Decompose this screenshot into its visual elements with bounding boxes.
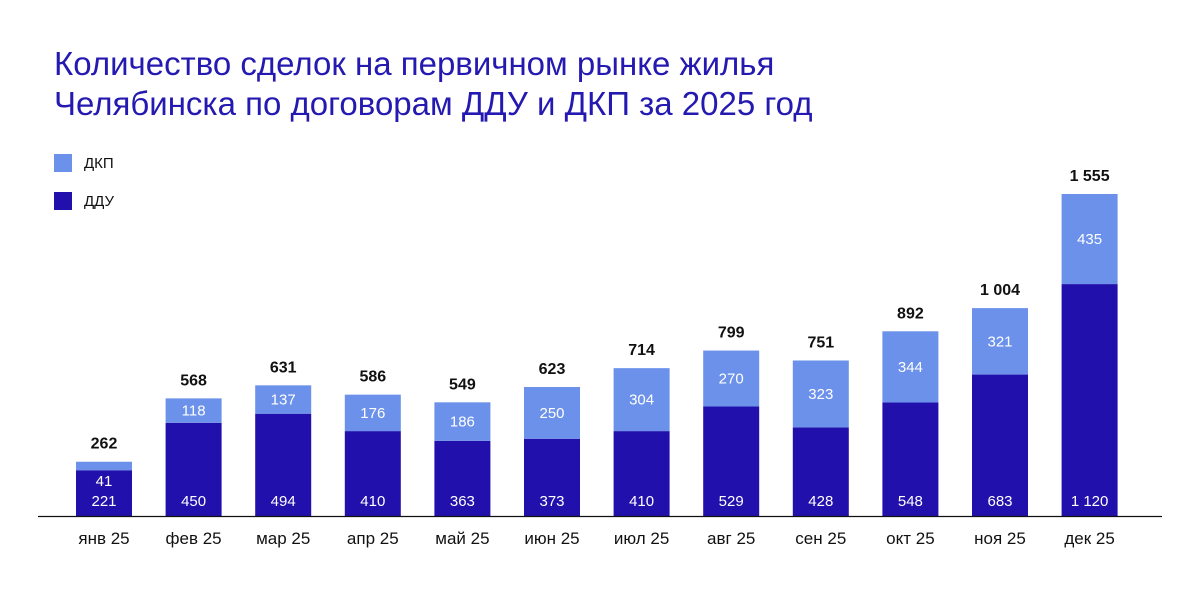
bar-ddu-4 [434,440,491,516]
legend-item-ddu: ДДУ [54,190,114,212]
label-ddu-2: 494 [271,493,296,510]
bar-dkp-11 [1061,194,1118,285]
x-tick-label-10: ноя 25 [974,529,1026,548]
bar-ddu-7 [703,406,760,516]
label-dkp-11: 435 [1077,231,1102,248]
legend-swatch-ddu [54,192,72,210]
label-ddu-6: 410 [629,493,654,510]
bar-ddu-5 [524,438,580,516]
x-tick-label-2: мар 25 [256,529,310,548]
label-dkp-6: 304 [629,392,654,409]
label-dkp-4: 186 [450,414,475,431]
x-tick-label-0: янв 25 [78,529,129,548]
label-ddu-11: 1 120 [1071,493,1109,510]
bar-dkp-7 [703,350,760,407]
label-total-0: 262 [91,436,118,453]
bar-dkp-5 [524,386,580,439]
label-ddu-1: 450 [181,493,206,510]
label-ddu-10: 683 [987,493,1012,510]
bar-ddu-2 [255,413,312,516]
label-dkp-9: 344 [898,359,923,376]
label-total-5: 623 [539,361,566,378]
bar-dkp-8 [792,360,849,428]
legend-item-dkp: ДКП [54,152,114,174]
label-total-7: 799 [718,325,745,342]
x-tick-label-11: дек 25 [1064,529,1114,548]
x-tick-label-9: окт 25 [886,529,935,548]
bar-ddu-8 [792,427,849,516]
chart-title-line-1: Количество сделок на первичном рынке жил… [54,45,775,82]
x-tick-label-5: июн 25 [524,529,579,548]
bar-dkp-2 [255,385,312,414]
label-dkp-10: 321 [987,333,1012,350]
label-total-3: 586 [359,369,386,386]
bar-dkp-0 [76,461,132,471]
label-ddu-0: 221 [91,493,116,510]
label-ddu-9: 548 [898,493,923,510]
legend-swatch-dkp [54,154,72,172]
label-total-10: 1 004 [980,282,1020,299]
bar-ddu-11 [1061,284,1118,516]
x-tick-label-7: авг 25 [707,529,755,548]
chart-title-line-2: Челябинска по договорам ДДУ и ДКП за 202… [54,85,813,122]
label-dkp-0: 41 [96,473,113,490]
label-total-4: 549 [449,376,476,393]
label-total-2: 631 [270,359,297,376]
bar-ddu-1 [165,422,222,516]
label-total-6: 714 [628,342,655,359]
bar-ddu-9 [882,402,939,516]
label-ddu-3: 410 [360,493,385,510]
bar-dkp-3 [344,394,401,432]
x-tick-label-8: сен 25 [795,529,846,548]
bar-ddu-0 [76,470,132,516]
x-tick-label-1: фев 25 [166,529,222,548]
label-ddu-4: 363 [450,493,475,510]
bar-ddu-10 [972,374,1028,516]
legend-label-dkp: ДКП [84,154,114,172]
bar-ddu-3 [344,431,401,516]
chart-legend: ДКП ДДУ [54,152,114,228]
legend-label-ddu: ДДУ [84,192,115,210]
label-dkp-7: 270 [719,371,744,388]
label-ddu-5: 373 [539,493,564,510]
label-total-11: 1 555 [1070,168,1110,185]
x-tick-label-4: май 25 [435,529,489,548]
bar-dkp-4 [434,402,491,441]
label-total-1: 568 [180,372,207,389]
bar-dkp-9 [882,331,939,403]
label-dkp-2: 137 [271,392,296,409]
label-dkp-8: 323 [808,386,833,403]
bar-dkp-6 [613,368,670,432]
x-tick-label-6: июл 25 [614,529,669,548]
bar-dkp-1 [165,398,222,423]
bar-dkp-10 [972,308,1028,375]
label-ddu-7: 529 [719,493,744,510]
label-total-9: 892 [897,305,924,322]
label-ddu-8: 428 [808,493,833,510]
chart-title: Количество сделок на первичном рынке жил… [54,44,1154,124]
x-tick-label-3: апр 25 [347,529,399,548]
label-total-8: 751 [807,334,834,351]
label-dkp-1: 118 [182,403,206,420]
bar-ddu-6 [613,431,670,516]
label-dkp-3: 176 [360,405,385,422]
label-dkp-5: 250 [539,405,564,422]
